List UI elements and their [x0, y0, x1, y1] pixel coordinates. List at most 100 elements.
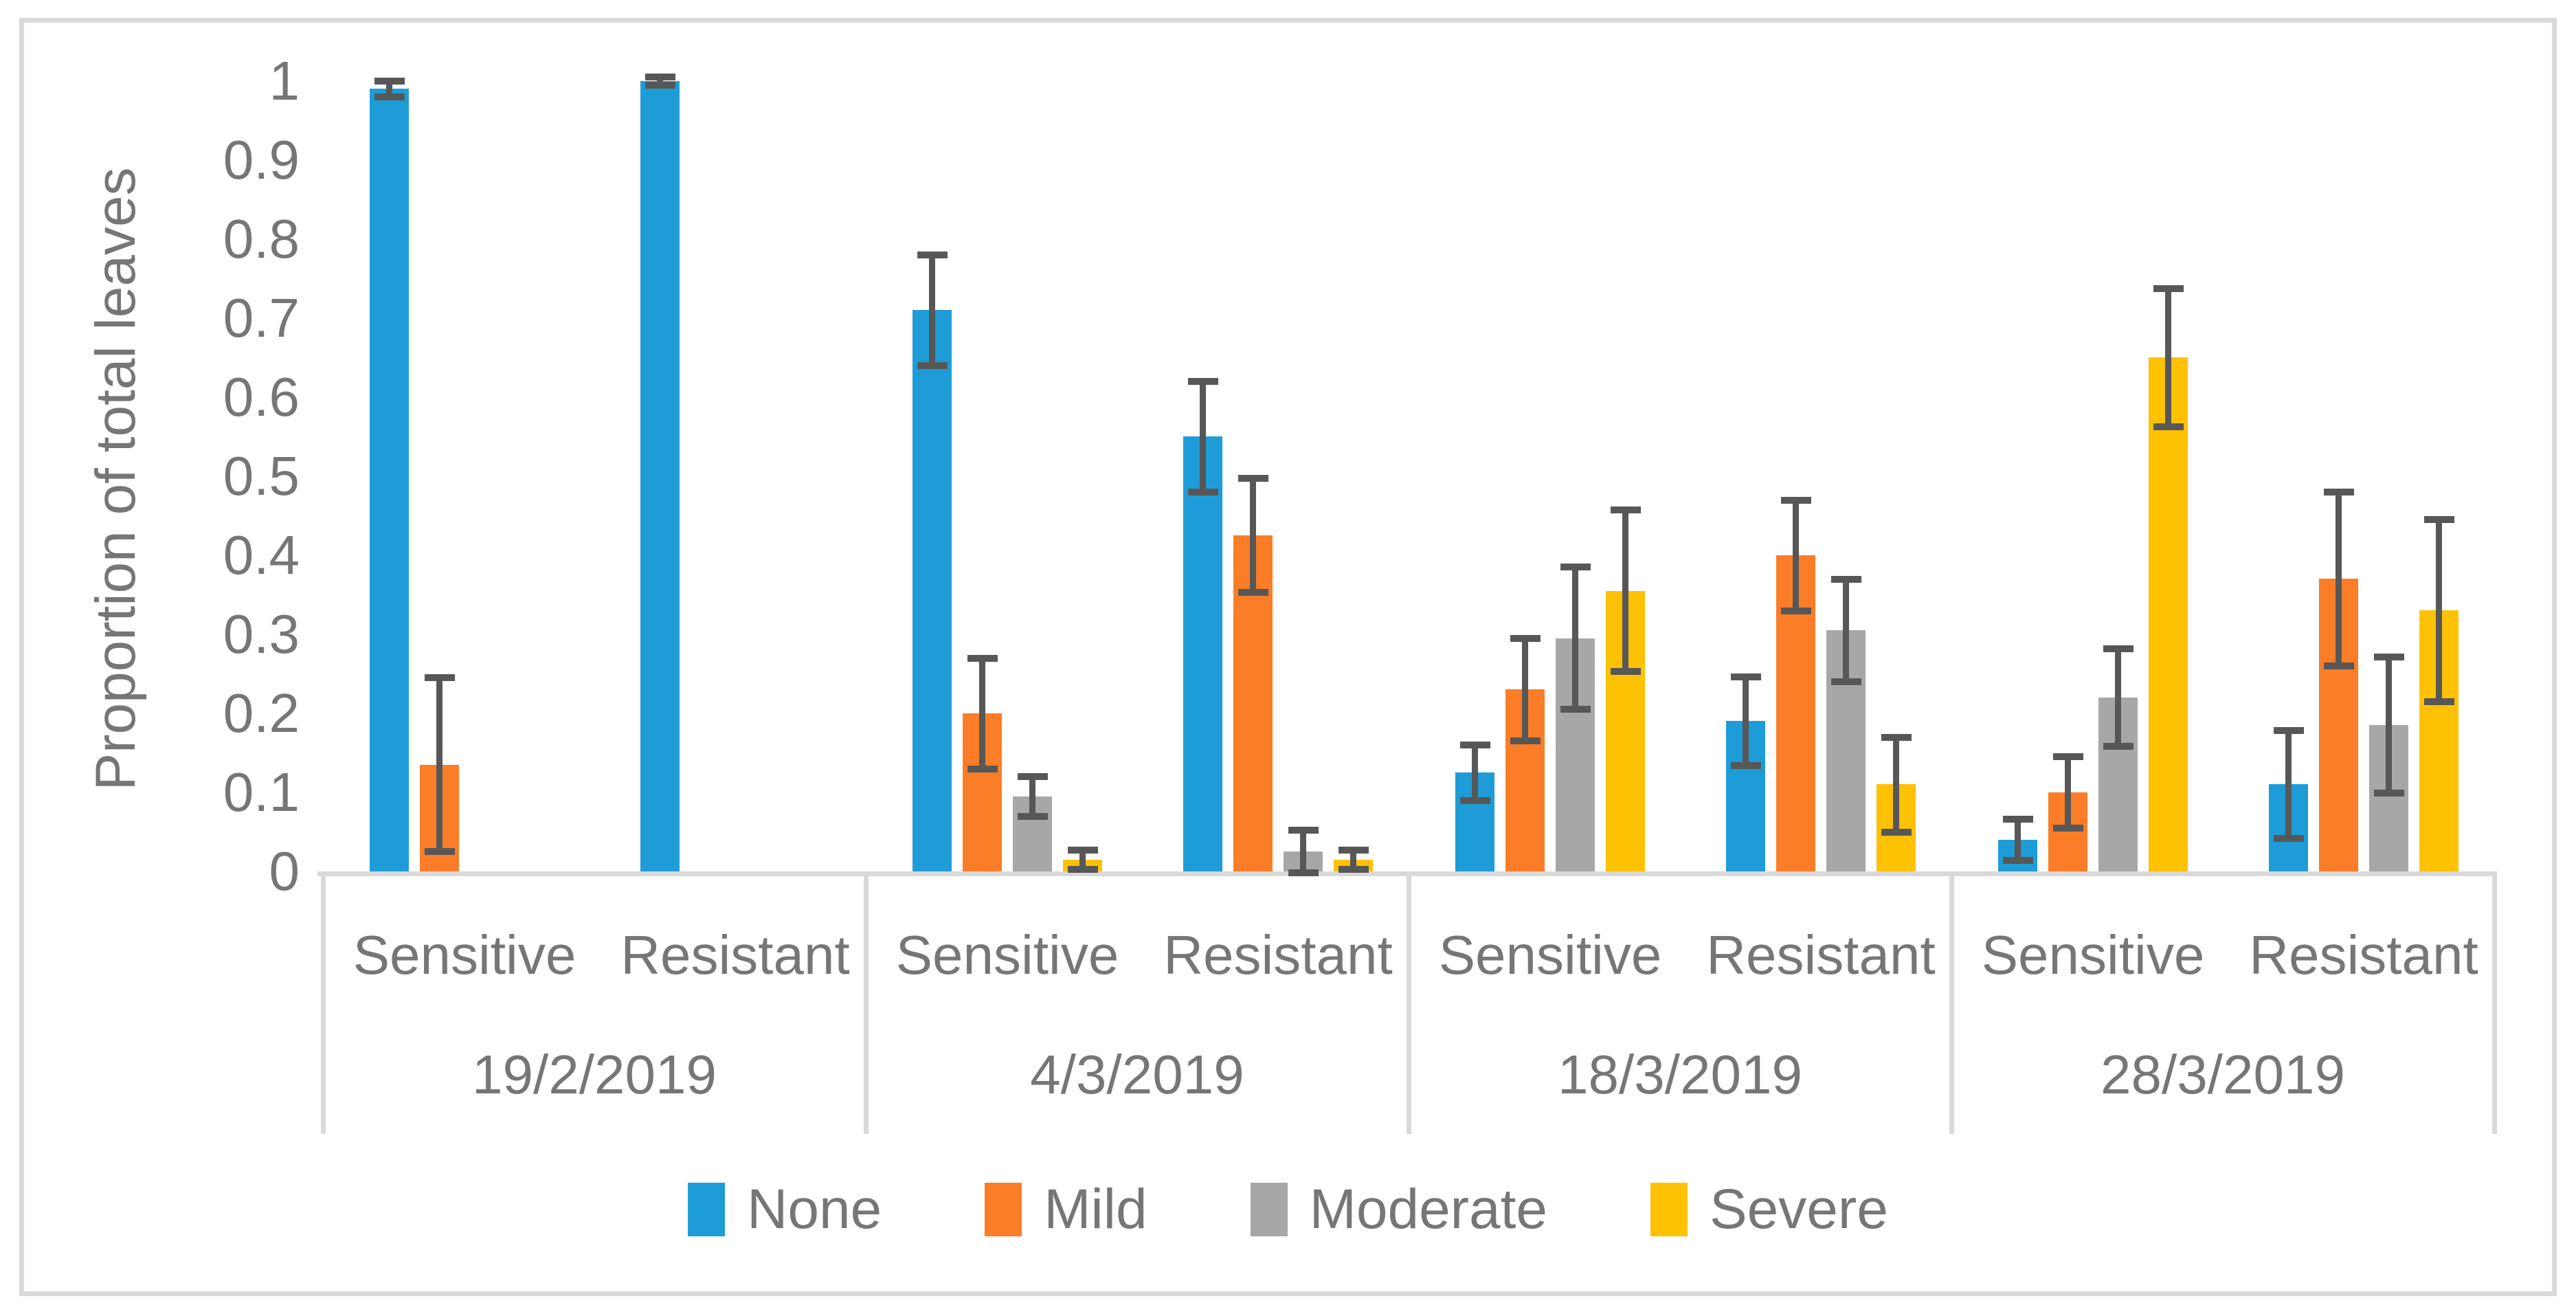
error-bar-cap-top — [2153, 285, 2184, 293]
error-bar-cap-bottom — [1610, 668, 1641, 676]
error-bar-cap-top — [1780, 496, 1811, 504]
category-label-sensitive: Sensitive — [352, 924, 576, 986]
error-bar-cap-top — [1017, 773, 1048, 780]
error-bar-cap-top — [967, 654, 998, 662]
error-bar-whisker — [1300, 830, 1306, 873]
category-label-resistant: Resistant — [1163, 924, 1393, 986]
legend: None Mild Moderate Severe — [0, 1168, 2576, 1251]
legend-label: Moderate — [1309, 1178, 1547, 1240]
category-separator-line — [864, 871, 869, 1134]
error-bar-cap-bottom — [2373, 790, 2404, 797]
error-bar-cap-bottom — [2103, 743, 2133, 750]
error-bar-cap-bottom — [1881, 828, 1912, 836]
error-bar-cap-top — [2373, 654, 2404, 661]
error-bar-cap-top — [2323, 489, 2354, 495]
error-bar-cap-bottom — [1187, 489, 1218, 495]
error-bar-whisker — [1200, 381, 1206, 492]
bar-none — [1183, 436, 1222, 871]
error-bar-cap-bottom — [374, 93, 405, 100]
error-bar-whisker — [1622, 510, 1628, 672]
error-bar-cap-top — [645, 74, 675, 81]
date-label: 28/3/2019 — [2101, 1044, 2345, 1105]
y-tick-label: 0.1 — [223, 761, 300, 823]
error-bar-whisker — [1572, 567, 1578, 710]
error-bar-whisker — [1079, 849, 1086, 869]
error-bar-cap-bottom — [1288, 869, 1319, 877]
error-bar-cap-bottom — [1017, 812, 1048, 820]
legend-item-severe: Severe — [1650, 1177, 1888, 1242]
error-bar-whisker — [1522, 638, 1528, 742]
error-bar-cap-bottom — [2273, 834, 2304, 842]
error-bar-whisker — [2436, 520, 2442, 702]
error-bar-whisker — [2336, 492, 2342, 666]
error-bar-cap-bottom — [1459, 797, 1490, 804]
category-label-sensitive: Sensitive — [1438, 924, 1662, 986]
error-bar-whisker — [657, 77, 663, 85]
y-tick-label: 0.3 — [223, 603, 300, 665]
error-bar-cap-top — [1187, 378, 1218, 385]
legend-label: Severe — [1709, 1178, 1888, 1240]
error-bar-whisker — [2115, 648, 2121, 747]
legend-label: Mild — [1044, 1178, 1147, 1240]
legend-swatch-mild — [985, 1183, 1022, 1236]
y-tick-label: 0.7 — [223, 287, 300, 348]
error-bar-whisker — [1350, 849, 1356, 869]
legend-swatch-moderate — [1250, 1183, 1288, 1236]
bar-none — [370, 89, 409, 871]
date-label: 19/2/2019 — [472, 1044, 717, 1105]
legend-swatch-none — [688, 1183, 726, 1236]
error-bar-cap-bottom — [645, 81, 675, 89]
legend-item-moderate: Moderate — [1250, 1177, 1547, 1242]
error-bar-cap-bottom — [1730, 761, 1761, 769]
category-separator-line — [1949, 871, 1954, 1134]
y-tick-label: 0.6 — [223, 366, 300, 427]
category-label-resistant: Resistant — [1706, 924, 1936, 986]
error-bar-whisker — [386, 81, 392, 97]
error-bar-cap-top — [2052, 753, 2083, 761]
error-bar-whisker — [1743, 677, 1749, 766]
bar-severe — [2149, 357, 2188, 871]
error-bar-cap-top — [917, 252, 948, 258]
error-bar-whisker — [2386, 657, 2392, 794]
error-bar-whisker — [2015, 819, 2021, 860]
error-bar-whisker — [2165, 289, 2171, 427]
error-bar-cap-top — [1510, 634, 1541, 642]
category-separator-line — [2492, 871, 2497, 1134]
error-bar-whisker — [1029, 777, 1035, 816]
error-bar-whisker — [1250, 478, 1256, 593]
category-separator-line — [321, 871, 326, 1134]
error-bar-cap-top — [1338, 846, 1369, 854]
error-bar-cap-bottom — [1510, 737, 1541, 745]
error-bar-cap-top — [2423, 516, 2454, 524]
error-bar-cap-bottom — [1780, 607, 1811, 614]
legend-item-none: None — [688, 1177, 882, 1242]
error-bar-cap-bottom — [917, 362, 948, 369]
error-bar-cap-top — [2273, 727, 2304, 735]
date-label: 18/3/2019 — [1558, 1044, 1802, 1105]
error-bar-whisker — [2285, 731, 2292, 838]
date-label: 4/3/2019 — [1030, 1044, 1244, 1105]
error-bar-cap-bottom — [2002, 856, 2033, 864]
error-bar-cap-bottom — [2153, 423, 2184, 430]
legend-item-mild: Mild — [985, 1177, 1147, 1242]
error-bar-whisker — [1893, 737, 1899, 832]
error-bar-whisker — [1472, 745, 1478, 801]
error-bar-cap-top — [1881, 733, 1912, 741]
error-bar-cap-top — [1067, 846, 1098, 854]
error-bar-whisker — [1843, 579, 1849, 682]
error-bar-cap-top — [374, 78, 405, 85]
category-separator-line — [1407, 871, 1411, 1134]
y-tick-label: 0.2 — [223, 682, 300, 744]
legend-label: None — [747, 1178, 882, 1240]
bar-none — [912, 310, 952, 871]
error-bar-cap-bottom — [1237, 589, 1268, 597]
error-bar-cap-top — [1610, 506, 1641, 514]
error-bar-cap-bottom — [967, 765, 998, 772]
y-tick-label: 0 — [269, 840, 300, 902]
category-label-resistant: Resistant — [620, 924, 850, 986]
error-bar-whisker — [2065, 757, 2071, 828]
error-bar-cap-top — [1830, 575, 1861, 583]
error-bar-cap-bottom — [1560, 706, 1591, 713]
error-bar-whisker — [979, 658, 985, 769]
